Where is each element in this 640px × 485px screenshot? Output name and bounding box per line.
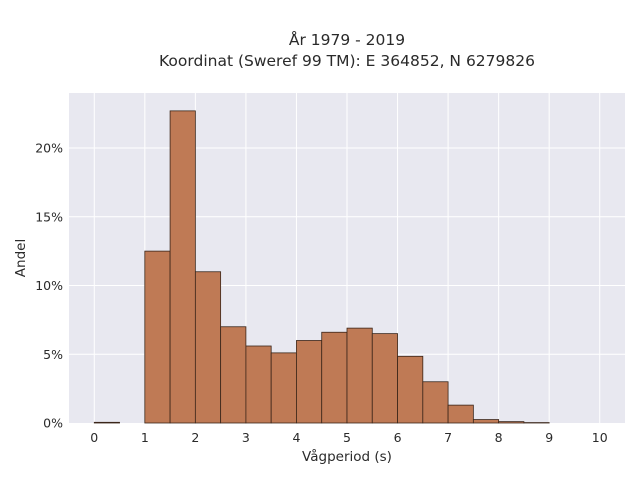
x-tick-label-8: 8 (495, 430, 503, 445)
histogram-bar-0 (94, 422, 119, 423)
x-axis-label: Vågperiod (s) (302, 448, 392, 465)
y-tick-label-4: 20% (35, 141, 63, 156)
x-axis-ticks: 0 1 2 3 4 5 6 7 8 9 10 (90, 430, 607, 445)
x-tick-label-9: 9 (545, 430, 553, 445)
histogram-bar-2 (145, 251, 170, 423)
histogram-bar-9 (322, 332, 347, 423)
histogram-bar-11 (372, 334, 397, 423)
y-tick-label-3: 15% (35, 209, 63, 224)
histogram-bar-6 (246, 346, 271, 423)
x-tick-label-4: 4 (292, 430, 300, 445)
y-tick-label-0: 0% (43, 416, 63, 431)
y-tick-label-1: 5% (43, 347, 63, 362)
y-axis-ticks: 0% 5% 10% 15% 20% (35, 141, 63, 431)
histogram-bar-14 (448, 405, 473, 423)
histogram-bar-13 (423, 382, 448, 423)
chart-title-line-2: Koordinat (Sweref 99 TM): E 364852, N 62… (159, 52, 535, 70)
y-tick-label-2: 10% (35, 278, 63, 293)
histogram-bar-4 (195, 272, 220, 423)
histogram-bar-12 (398, 356, 423, 423)
x-tick-label-5: 5 (343, 430, 351, 445)
chart-title-line-1: År 1979 - 2019 (289, 30, 405, 49)
histogram-bar-3 (170, 111, 195, 423)
histogram-bar-5 (221, 327, 246, 423)
x-tick-label-7: 7 (444, 430, 452, 445)
histogram-bar-16 (499, 422, 524, 423)
x-tick-label-0: 0 (90, 430, 98, 445)
histogram-bar-10 (347, 328, 372, 423)
y-axis-label: Andel (13, 239, 29, 277)
histogram-bar-8 (296, 341, 321, 424)
x-tick-label-1: 1 (141, 430, 149, 445)
histogram-bar-15 (473, 420, 498, 423)
histogram-bar-7 (271, 353, 296, 423)
x-tick-label-3: 3 (242, 430, 250, 445)
x-tick-label-10: 10 (592, 430, 608, 445)
x-tick-label-6: 6 (394, 430, 402, 445)
x-tick-label-2: 2 (191, 430, 199, 445)
